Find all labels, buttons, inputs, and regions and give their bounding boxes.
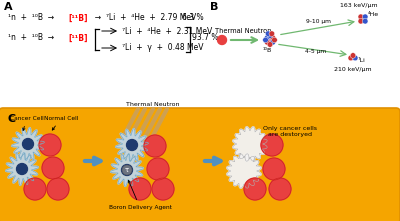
Circle shape	[22, 139, 34, 149]
Circle shape	[272, 37, 277, 43]
Circle shape	[269, 31, 275, 36]
Text: A: A	[4, 2, 13, 12]
Text: Only cancer cells
are destoryed: Only cancer cells are destoryed	[263, 126, 317, 137]
Text: ⁷Li  +  γ  +  0.48 MeV: ⁷Li + γ + 0.48 MeV	[122, 44, 204, 53]
Circle shape	[244, 178, 266, 200]
Text: ¹n  +  ¹⁰B  →: ¹n + ¹⁰B →	[8, 13, 59, 23]
Circle shape	[122, 165, 132, 175]
Circle shape	[352, 55, 358, 61]
Circle shape	[266, 31, 271, 36]
Text: Thermal Neutron: Thermal Neutron	[126, 102, 180, 107]
Circle shape	[263, 37, 268, 43]
Text: Thermal Neutron: Thermal Neutron	[215, 28, 272, 34]
Circle shape	[270, 40, 276, 45]
Polygon shape	[227, 154, 261, 188]
Text: [¹¹B]: [¹¹B]	[68, 13, 88, 23]
Circle shape	[267, 33, 273, 38]
Text: ⁷Li  +  ⁴He  +  2.31 MeV: ⁷Li + ⁴He + 2.31 MeV	[122, 27, 212, 36]
Circle shape	[152, 178, 174, 200]
Polygon shape	[6, 153, 38, 185]
Text: 4-5 μm: 4-5 μm	[305, 50, 327, 55]
Circle shape	[267, 42, 273, 47]
Circle shape	[263, 158, 285, 180]
Circle shape	[264, 35, 270, 40]
Text: ¹n  +  ¹⁰B  →: ¹n + ¹⁰B →	[8, 34, 59, 42]
Circle shape	[144, 135, 166, 157]
Polygon shape	[12, 128, 44, 160]
Circle shape	[47, 178, 69, 200]
Text: →  ⁷Li  +  ⁴He  +  2.79 MeV: → ⁷Li + ⁴He + 2.79 MeV	[90, 13, 196, 23]
Text: ¹⁰B: ¹⁰B	[262, 48, 272, 53]
Circle shape	[147, 158, 169, 180]
Circle shape	[129, 178, 151, 200]
Text: Boron Delivery Agent: Boron Delivery Agent	[108, 180, 172, 210]
Circle shape	[267, 37, 273, 43]
Text: 210 keV/μm: 210 keV/μm	[334, 67, 372, 72]
Circle shape	[264, 40, 270, 45]
Polygon shape	[233, 127, 267, 161]
Circle shape	[24, 178, 46, 200]
Circle shape	[358, 18, 364, 24]
Text: 9-10 μm: 9-10 μm	[306, 19, 330, 25]
Text: τ: τ	[125, 167, 129, 173]
Text: C: C	[8, 114, 16, 124]
Circle shape	[350, 53, 356, 58]
FancyBboxPatch shape	[0, 108, 400, 221]
Text: 6.3 %: 6.3 %	[182, 13, 204, 23]
Circle shape	[218, 36, 226, 44]
Circle shape	[362, 18, 368, 24]
Circle shape	[122, 165, 132, 175]
Text: B: B	[210, 2, 218, 12]
Text: Normal Cell: Normal Cell	[44, 116, 78, 130]
Circle shape	[42, 157, 64, 179]
Circle shape	[126, 139, 138, 151]
Circle shape	[269, 178, 291, 200]
Circle shape	[261, 134, 283, 156]
Text: ⁴He: ⁴He	[368, 11, 379, 17]
Polygon shape	[111, 154, 143, 186]
Circle shape	[16, 164, 28, 174]
Polygon shape	[116, 129, 148, 161]
Circle shape	[270, 35, 276, 40]
Text: 163 keV/μm: 163 keV/μm	[340, 2, 378, 8]
Circle shape	[348, 55, 354, 61]
Text: ⁷Li: ⁷Li	[358, 59, 366, 63]
Circle shape	[362, 14, 368, 20]
Text: Cancer Cell: Cancer Cell	[10, 116, 44, 130]
Circle shape	[358, 14, 364, 20]
Circle shape	[39, 134, 61, 156]
Text: 93.7 %: 93.7 %	[192, 34, 218, 42]
Text: [¹¹B]: [¹¹B]	[68, 34, 88, 42]
